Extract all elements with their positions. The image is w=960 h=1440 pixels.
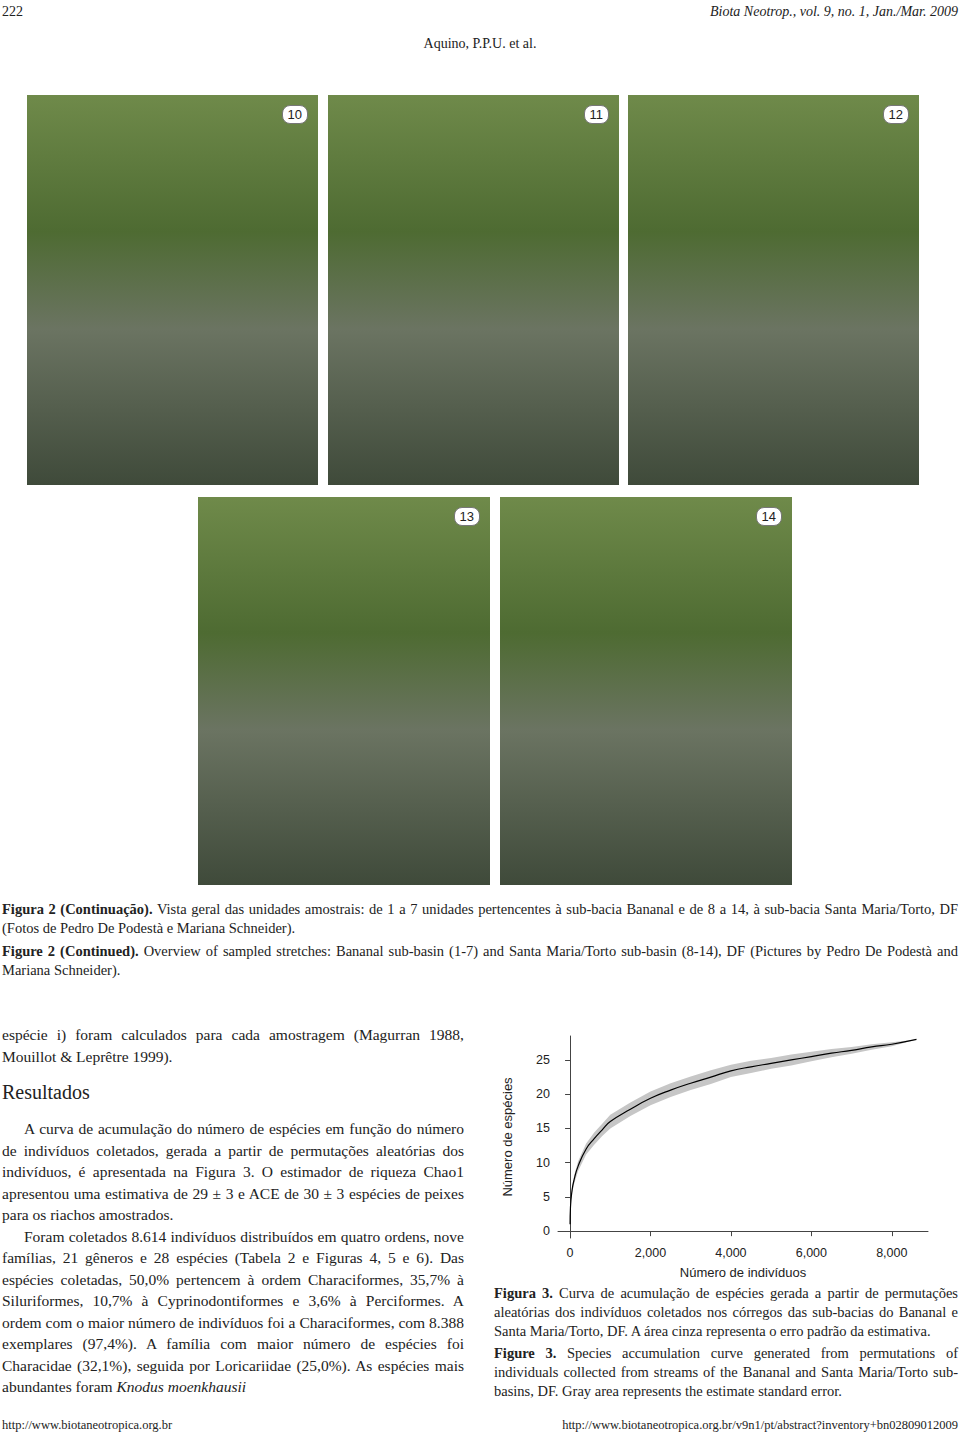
svg-text:Número de espécies: Número de espécies <box>500 1077 515 1197</box>
svg-text:6,000: 6,000 <box>796 1246 827 1260</box>
html-text:10: 10 <box>287 107 302 122</box>
html-text:Aquino, P.P.U. et al.: Aquino, P.P.U. et al. <box>423 36 537 51</box>
svg-text:5: 5 <box>543 1190 550 1204</box>
html-text:Foram coletados 8.614 indivídu: Foram coletados 8.614 indivíduos distrib… <box>2 1227 464 1395</box>
html-text:Figura 2 (Continuação). Vista: Figura 2 (Continuação). Vista geral das … <box>2 901 958 936</box>
html-text:espécie i) foram calculados pa: espécie i) foram calculados para cada am… <box>2 1026 464 1065</box>
svg-text:10: 10 <box>536 1156 550 1170</box>
svg-text:2,000: 2,000 <box>635 1246 666 1260</box>
html-text:222: 222 <box>2 4 23 19</box>
html-text:12: 12 <box>888 107 903 122</box>
html-text:Resultados: Resultados <box>2 1081 90 1103</box>
svg-text:4,000: 4,000 <box>715 1246 746 1260</box>
html-text:http://www.biotaneotropica.org: http://www.biotaneotropica.org.br/v9n1/p… <box>562 1418 958 1432</box>
html-text:14: 14 <box>761 509 776 524</box>
html-text:13: 13 <box>459 509 474 524</box>
html-text:11: 11 <box>589 107 603 122</box>
svg-text:15: 15 <box>536 1121 550 1135</box>
svg-text:8,000: 8,000 <box>876 1246 907 1260</box>
svg-text:0: 0 <box>567 1246 574 1260</box>
html-text:Figure 3. Species accumulation: Figure 3. Species accumulation curve gen… <box>494 1345 958 1399</box>
html-text:Figure 2 (Continued). Overview: Figure 2 (Continued). Overview of sample… <box>2 943 958 978</box>
html-text:A curva de acumulação do númer: A curva de acumulação do número de espéc… <box>2 1120 464 1223</box>
svg-text:20: 20 <box>536 1087 550 1101</box>
svg-text:25: 25 <box>536 1053 550 1067</box>
html-text:http://www.biotaneotropica.org: http://www.biotaneotropica.org.br <box>2 1418 173 1432</box>
html-text:Biota Neotrop., vol. 9, no. 1,: Biota Neotrop., vol. 9, no. 1, Jan./Mar.… <box>710 4 958 19</box>
html-text:Figura 3. Curva de acumulação: Figura 3. Curva de acumulação de espécie… <box>494 1285 958 1339</box>
svg-text:0: 0 <box>543 1224 550 1238</box>
svg-text:Número de indivíduos: Número de indivíduos <box>680 1265 807 1280</box>
